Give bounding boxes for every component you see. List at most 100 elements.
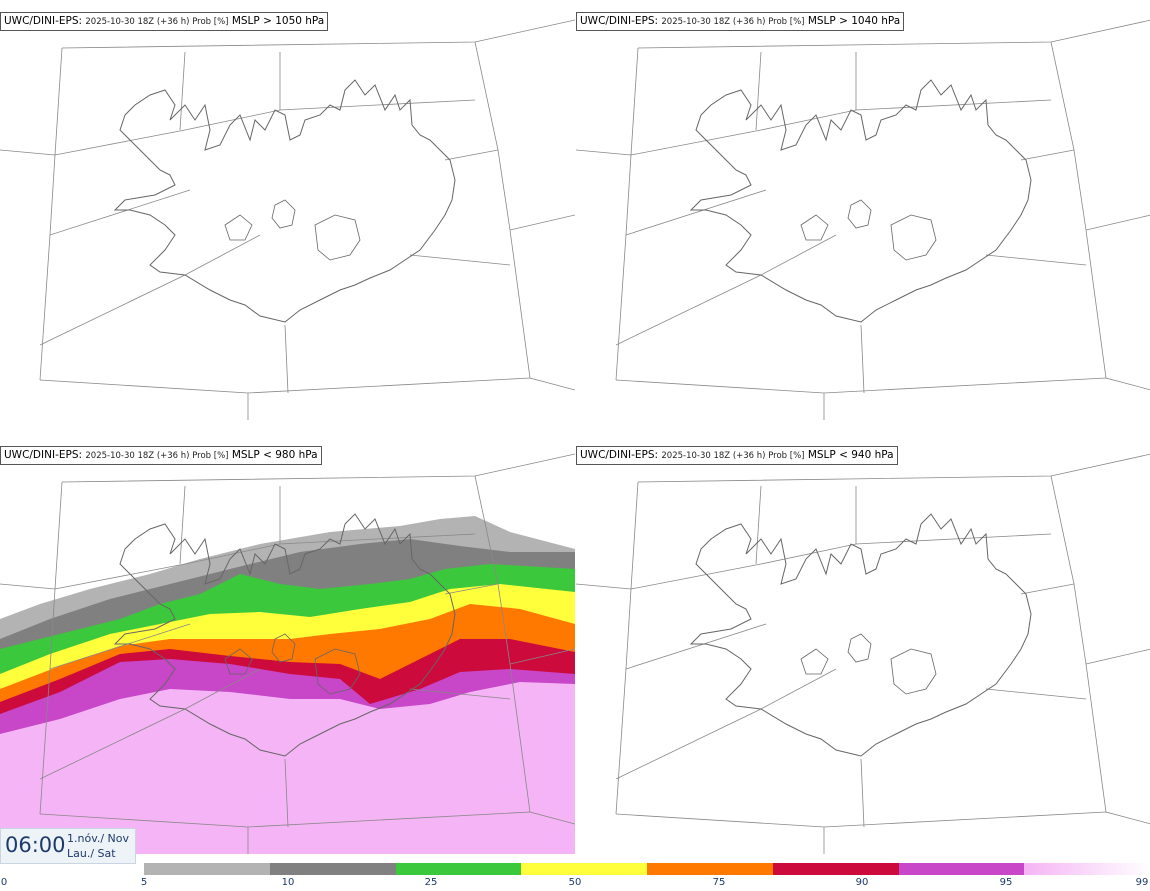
panel-title: UWC/DINI-EPS: 2025-10-30 18Z (+36 h) Pro… [576, 12, 905, 31]
map-panel-3: UWC/DINI-EPS: 2025-10-30 18Z (+36 h) Pro… [0, 434, 575, 866]
graticule-line [1020, 149, 1075, 161]
glacier-outline [890, 214, 937, 261]
iceland-coastline [689, 513, 1032, 757]
graticule-line [444, 149, 499, 161]
glacier-outline [224, 648, 253, 675]
graticule-line [576, 99, 1052, 156]
graticule-line [39, 668, 51, 815]
colorbar-tick: 99 [1135, 877, 1149, 888]
colorbar-segment [1024, 863, 1150, 875]
colorbar-tick: 0 [0, 877, 8, 888]
colorbar-segment [521, 863, 647, 875]
variable-label: MSLP > 1050 hPa [231, 15, 325, 27]
glacier-outline [890, 648, 937, 695]
graticule-line [49, 154, 191, 236]
model-label: UWC/DINI-EPS [4, 449, 79, 461]
map-canvas [576, 453, 1150, 854]
glacier-outline [271, 633, 296, 663]
valid-time-box: 06:00 1.nóv./ Nov Lau./ Sat [0, 828, 136, 864]
graticule-line [755, 51, 762, 131]
colorbar-tick: 50 [568, 877, 582, 888]
map-canvas [0, 19, 575, 420]
graticule-line [1050, 475, 1150, 825]
map-panel-4: UWC/DINI-EPS: 2025-10-30 18Z (+36 h) Pro… [576, 434, 1150, 866]
graticule-line [576, 533, 1052, 590]
map-canvas [576, 19, 1150, 420]
graticule-line [630, 481, 639, 590]
valid-date-line2: Lau./ Sat [67, 847, 116, 860]
map-canvas [0, 453, 575, 854]
graticule [0, 19, 575, 420]
variable-label: MSLP < 940 hPa [807, 449, 894, 461]
graticule-line [625, 154, 767, 236]
graticule-line [54, 47, 63, 156]
colorbar-segment [395, 863, 522, 875]
panel-title: UWC/DINI-EPS: 2025-10-30 18Z (+36 h) Pro… [0, 446, 322, 465]
graticule-line [474, 41, 575, 391]
probability-colorbar [144, 863, 1150, 875]
graticule-line [1085, 648, 1150, 665]
model-label: UWC/DINI-EPS [580, 15, 655, 27]
graticule-line [179, 485, 186, 565]
graticule-line [755, 485, 762, 565]
iceland-coastline [689, 79, 1032, 323]
graticule-line [54, 481, 63, 590]
glacier-outline [314, 214, 361, 261]
graticule-line [615, 377, 1107, 394]
graticule-line [1050, 41, 1150, 391]
graticule-line [0, 99, 476, 156]
valid-date-line1: 1.nóv./ Nov [67, 832, 130, 845]
glacier-outline [800, 648, 829, 675]
glacier-outline [800, 214, 829, 241]
colorbar-tick: 10 [281, 877, 295, 888]
model-label: UWC/DINI-EPS [4, 15, 79, 27]
iceland-coastline [113, 513, 456, 757]
panel-title: UWC/DINI-EPS: 2025-10-30 18Z (+36 h) Pro… [0, 12, 329, 31]
graticule-line [1020, 583, 1075, 595]
graticule-line [509, 214, 575, 231]
graticule-line [284, 758, 289, 828]
graticule-line [39, 234, 261, 346]
coastline-path [113, 79, 456, 323]
graticule-line [860, 324, 865, 394]
graticule-line [615, 811, 1107, 828]
colorbar-tick: 75 [712, 877, 726, 888]
map-panel-2: UWC/DINI-EPS: 2025-10-30 18Z (+36 h) Pro… [576, 0, 1150, 432]
colorbar-segment [772, 863, 899, 875]
variable-label: MSLP > 1040 hPa [807, 15, 901, 27]
colorbar-tick: 25 [424, 877, 438, 888]
graticule-line [615, 234, 837, 346]
graticule [576, 453, 1150, 854]
probability-shading [0, 516, 575, 854]
run-label: 2025-10-30 18Z (+36 h) Prob [%] [661, 17, 805, 27]
graticule-line [179, 51, 186, 131]
graticule-line [630, 47, 639, 156]
panel-title: UWC/DINI-EPS: 2025-10-30 18Z (+36 h) Pro… [576, 446, 898, 465]
graticule-line [409, 688, 511, 700]
colorbar-segment [898, 863, 1025, 875]
graticule-line [1085, 214, 1150, 231]
coastline-path [689, 513, 1032, 757]
graticule-line [409, 254, 511, 266]
colorbar-segment [269, 863, 396, 875]
graticule-line [615, 668, 627, 815]
variable-label: MSLP < 980 hPa [231, 449, 318, 461]
graticule-line [625, 588, 767, 670]
graticule-line [39, 234, 51, 381]
colorbar-segment [144, 863, 270, 875]
run-label: 2025-10-30 18Z (+36 h) Prob [%] [85, 17, 229, 27]
map-panel-1: UWC/DINI-EPS: 2025-10-30 18Z (+36 h) Pro… [0, 0, 575, 432]
run-label: 2025-10-30 18Z (+36 h) Prob [%] [661, 451, 805, 461]
colorbar-tick: 5 [140, 877, 148, 888]
graticule-line [509, 648, 575, 665]
glacier-outline [847, 199, 872, 229]
model-label: UWC/DINI-EPS [580, 449, 655, 461]
prob-area-99 [0, 682, 575, 854]
glacier-outline [314, 648, 361, 695]
graticule-line [284, 324, 289, 394]
colorbar-tick: 95 [999, 877, 1013, 888]
graticule-line [615, 668, 837, 780]
graticule-line [985, 688, 1087, 700]
coastline-path [689, 79, 1032, 323]
graticule-line [615, 234, 627, 381]
